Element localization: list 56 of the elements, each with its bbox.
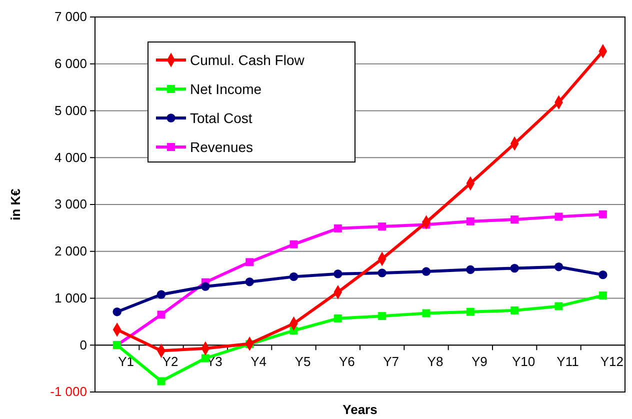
x-tick-label: Y4 [250, 354, 267, 370]
legend-label: Total Cost [190, 110, 252, 126]
point [510, 216, 519, 224]
x-tick-label: Y1 [118, 354, 134, 370]
x-tick-label: Y5 [294, 354, 311, 370]
point [422, 267, 431, 276]
x-axis-title: Years [342, 402, 378, 417]
y-tick-label: 0 [80, 337, 87, 352]
x-tick-label: Y7 [383, 354, 400, 370]
point [466, 308, 474, 316]
point [466, 217, 474, 226]
point [422, 309, 430, 318]
x-tick-label: Y6 [338, 354, 355, 370]
point [334, 314, 342, 322]
x-tick-label: Y2 [162, 354, 178, 370]
point [201, 282, 210, 291]
y-tick-label: 3 000 [54, 196, 87, 212]
y-tick-label: 1 000 [54, 290, 87, 306]
x-tick-label: Y10 [512, 354, 536, 370]
point [157, 310, 166, 319]
legend-label: Net Income [190, 81, 262, 97]
point [598, 291, 607, 300]
point [378, 268, 386, 278]
y-tick-label: 2 000 [54, 244, 87, 259]
point [246, 258, 254, 266]
point [334, 224, 342, 232]
point [510, 264, 519, 273]
y-tick-label: 5 000 [54, 102, 87, 118]
legend-label: Revenues [190, 139, 254, 155]
y-axis-title: in K€ [8, 188, 23, 220]
y-tick-label: 7 000 [54, 9, 87, 24]
point [378, 222, 386, 231]
point [378, 312, 386, 320]
x-tick-label: Y9 [471, 354, 488, 370]
point [245, 277, 254, 286]
point [598, 210, 607, 218]
legend-label: Cumul. Cash Flow [190, 52, 306, 68]
point [157, 377, 166, 386]
point [112, 307, 122, 316]
x-tick-label: Y12 [600, 354, 624, 370]
point [156, 290, 166, 299]
x-tick-label: Y11 [556, 354, 579, 370]
y-tick-label: -1 000 [50, 384, 87, 400]
y-tick-label: 6 000 [54, 56, 87, 72]
point [598, 270, 608, 280]
point [289, 272, 298, 282]
point [554, 302, 563, 310]
point [554, 262, 564, 272]
y-tick-label: 4 000 [54, 150, 87, 165]
point [290, 240, 298, 248]
point [466, 265, 475, 274]
point [510, 306, 519, 314]
point [334, 270, 342, 278]
point [554, 212, 563, 221]
point [201, 354, 210, 362]
x-tick-label: Y8 [427, 354, 444, 370]
